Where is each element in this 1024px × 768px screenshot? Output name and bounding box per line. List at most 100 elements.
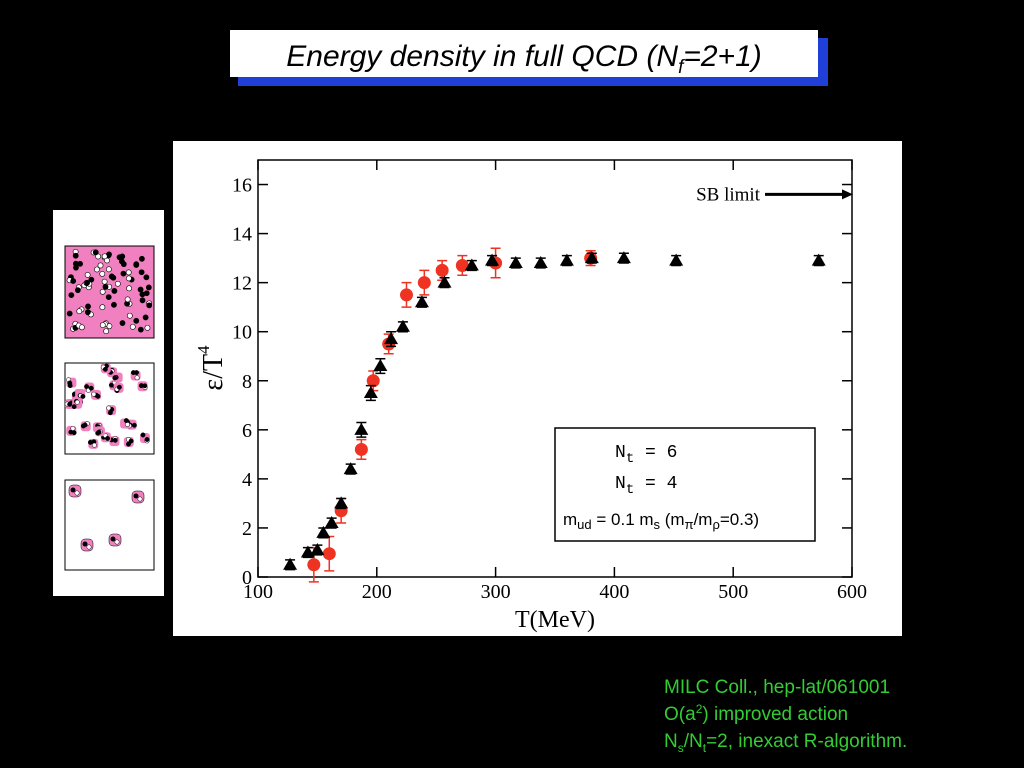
point	[354, 422, 369, 435]
particle	[94, 266, 100, 273]
particle	[146, 302, 153, 309]
particle	[123, 418, 129, 424]
particle	[111, 301, 117, 308]
particle	[82, 422, 88, 428]
particle	[74, 399, 80, 405]
note-text: = 0.1 m	[592, 510, 654, 529]
particle	[125, 269, 132, 276]
particle	[128, 438, 134, 444]
point	[533, 256, 548, 269]
particle	[134, 370, 139, 376]
point	[616, 251, 631, 264]
particle	[126, 312, 133, 319]
x-axis-label: T(MeV)	[515, 607, 595, 633]
particle	[101, 253, 108, 260]
particle	[112, 437, 118, 443]
particle	[79, 324, 85, 331]
x-tick-label: 600	[837, 581, 867, 603]
point	[307, 558, 321, 572]
y-tick-label: 10	[232, 322, 252, 344]
note-text: m	[563, 510, 577, 529]
particle	[99, 322, 106, 329]
particle	[125, 275, 132, 282]
y-label-main: ε/T	[198, 354, 229, 391]
legend-sub: t	[626, 482, 634, 498]
credit-text: /N	[684, 731, 703, 752]
note-sub: ud	[577, 517, 591, 532]
legend-text: N	[615, 443, 626, 463]
note-sub: ρ	[712, 517, 719, 532]
point	[366, 374, 380, 388]
particle	[101, 278, 108, 285]
particle	[137, 326, 144, 333]
point	[343, 462, 358, 475]
y-tick-label: 8	[242, 371, 252, 393]
y-tick-label: 6	[242, 420, 252, 442]
particle	[95, 393, 101, 399]
particle	[76, 308, 83, 315]
particle	[129, 323, 136, 330]
particle	[106, 405, 112, 411]
point	[400, 288, 413, 302]
particle	[108, 382, 114, 388]
particle	[72, 252, 79, 259]
credit-text: ) improved action	[702, 704, 848, 725]
point	[310, 543, 325, 556]
particle	[87, 439, 93, 445]
x-tick-label: 500	[718, 581, 748, 603]
point	[508, 256, 523, 269]
note-text: (m	[660, 510, 685, 529]
legend-text: N	[615, 474, 626, 494]
point	[559, 253, 574, 266]
particle	[84, 271, 91, 278]
particle	[99, 270, 106, 277]
point	[417, 276, 431, 290]
particle	[133, 262, 140, 268]
credit-line: O(a2) improved action	[664, 702, 848, 725]
x-tick-label: 400	[599, 581, 629, 603]
y-tick-label: 2	[242, 518, 252, 540]
plot-panel	[173, 141, 902, 636]
y-axis-label: ε/T4	[194, 345, 229, 391]
particle	[145, 284, 152, 291]
credit-line: MILC Coll., hep-lat/061001	[664, 677, 890, 698]
particle	[74, 287, 81, 294]
particle	[70, 425, 76, 431]
point	[669, 253, 684, 266]
legend-tail: = 4	[634, 474, 677, 494]
legend-label: Nt = 4	[615, 474, 677, 498]
particle	[133, 317, 140, 324]
particle	[88, 385, 94, 391]
particle	[124, 296, 131, 303]
y-tick-label: 14	[232, 224, 252, 246]
particle	[71, 430, 77, 436]
credit-text: O(a	[664, 704, 696, 725]
particle	[144, 437, 150, 442]
y-tick-label: 0	[242, 567, 252, 589]
particle	[120, 261, 127, 268]
particle	[91, 391, 97, 397]
particle	[137, 286, 144, 293]
particle	[114, 539, 120, 545]
plot-frame	[257, 159, 853, 578]
particle	[99, 288, 106, 295]
credit-sub: s	[678, 741, 684, 755]
point	[395, 319, 410, 332]
particle	[102, 366, 108, 372]
point	[324, 516, 339, 529]
particle	[119, 320, 126, 326]
particle	[88, 276, 95, 283]
point	[322, 547, 336, 561]
title-box	[230, 30, 818, 77]
point	[464, 258, 479, 271]
title-sub: f	[678, 57, 685, 78]
point	[316, 525, 331, 538]
particle	[137, 496, 143, 502]
particle	[84, 309, 91, 316]
credit-sub: t	[703, 741, 707, 755]
arrow-head	[842, 189, 853, 200]
particle	[140, 432, 146, 438]
point	[485, 253, 500, 266]
annotation: SB limit	[696, 184, 761, 205]
